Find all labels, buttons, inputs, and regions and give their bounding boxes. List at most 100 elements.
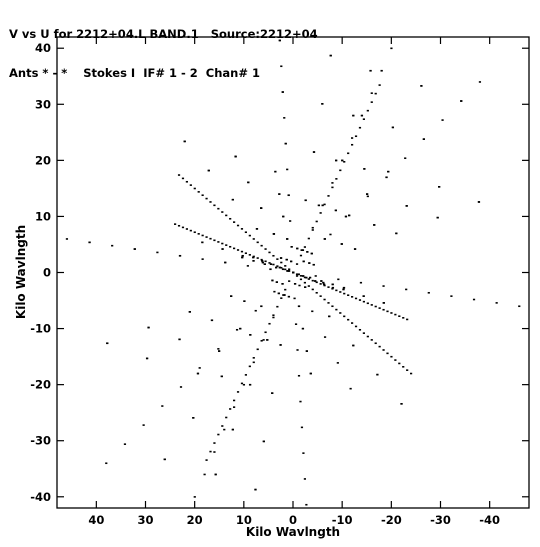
uv-point — [385, 176, 388, 179]
uv-point — [289, 220, 292, 222]
uv-point — [311, 288, 314, 291]
uv-point — [264, 260, 267, 263]
uv-point — [133, 248, 136, 250]
uv-point — [366, 302, 369, 305]
uv-point — [179, 386, 183, 388]
uv-point — [319, 295, 322, 297]
uv-point — [323, 203, 326, 206]
uv-point — [323, 336, 327, 338]
uv-point — [230, 295, 233, 297]
uv-point — [225, 416, 228, 419]
uv-point — [188, 311, 191, 313]
uv-point — [252, 260, 255, 262]
uv-point — [315, 291, 318, 294]
uv-point — [269, 263, 273, 265]
uv-point — [329, 233, 332, 236]
uv-point — [244, 374, 247, 376]
uv-point — [283, 294, 286, 296]
plot-subtitle: Ants * - * Stokes I IF# 1 - 2 Chan# 1 — [9, 66, 260, 80]
uv-point — [221, 248, 224, 250]
uv-point — [268, 262, 271, 264]
uv-point — [358, 299, 362, 301]
uv-point — [65, 238, 69, 240]
uv-point — [303, 478, 306, 480]
x-tick-label: -10 — [332, 513, 353, 527]
uv-point — [276, 258, 279, 260]
uv-point — [362, 332, 365, 334]
uv-point — [386, 352, 389, 355]
uv-point — [351, 143, 354, 146]
uv-point — [213, 239, 216, 242]
y-tick-label: 20 — [35, 153, 51, 167]
uv-point — [210, 319, 214, 322]
uv-point — [221, 425, 224, 427]
uv-point — [241, 256, 244, 259]
uv-point — [283, 117, 286, 119]
uv-point — [181, 177, 185, 180]
uv-point — [300, 426, 304, 429]
uv-point — [197, 191, 200, 193]
uv-point — [290, 260, 293, 263]
uv-point — [382, 349, 385, 351]
uv-point — [252, 255, 255, 258]
uv-point — [354, 135, 358, 138]
uv-point — [224, 261, 227, 264]
uv-point — [225, 214, 228, 217]
uv-point — [264, 331, 267, 334]
uv-point — [365, 193, 369, 195]
uv-point — [252, 357, 255, 359]
uv-point — [305, 350, 308, 352]
uv-point — [304, 199, 307, 202]
uv-point — [213, 442, 216, 444]
uv-point — [406, 369, 409, 371]
uv-point — [286, 168, 289, 171]
uv-point — [319, 283, 322, 285]
y-axis-title: Kilo Wavlngth — [14, 225, 28, 319]
x-tick-label: 40 — [88, 513, 104, 527]
uv-point — [285, 258, 288, 261]
uv-point — [241, 254, 244, 257]
uv-point — [299, 275, 303, 277]
uv-point — [331, 286, 335, 289]
uv-point — [284, 142, 287, 145]
uv-point — [229, 245, 232, 248]
uv-point — [303, 276, 306, 279]
uv-point — [225, 244, 228, 246]
uv-point — [280, 266, 283, 269]
uv-point — [327, 195, 330, 197]
uv-point — [297, 305, 301, 308]
uv-point — [271, 392, 274, 394]
uv-point — [105, 462, 108, 465]
uv-point — [306, 251, 309, 253]
uv-point — [303, 246, 306, 248]
uv-point — [390, 47, 393, 50]
uv-point — [281, 91, 284, 93]
uv-point — [369, 69, 372, 72]
uv-point — [477, 201, 481, 203]
uv-point — [390, 312, 393, 314]
uv-point — [260, 207, 263, 209]
uv-point — [341, 159, 344, 162]
uv-point — [366, 109, 369, 112]
uv-point — [88, 241, 91, 244]
uv-point — [185, 228, 188, 230]
uv-point — [279, 257, 283, 259]
uv-point — [294, 323, 298, 325]
uv-point — [281, 268, 285, 271]
uv-point — [395, 232, 398, 235]
uv-point — [286, 238, 289, 240]
uv-point — [220, 375, 223, 378]
uv-point — [213, 204, 216, 207]
uv-point — [178, 254, 182, 257]
uv-point — [298, 284, 301, 287]
axis-ticks: 40 30 20 10 0 -10 -20 -30 -40 40 30 20 10 0 -10 -20 -30 -… — [30, 37, 529, 527]
uv-point — [362, 295, 365, 297]
uv-point — [252, 256, 255, 259]
uv-point — [322, 283, 326, 286]
uv-point — [328, 315, 331, 318]
uv-point — [209, 237, 212, 240]
uv-point — [323, 284, 326, 287]
uv-point — [354, 325, 358, 328]
uv-point — [142, 424, 145, 426]
